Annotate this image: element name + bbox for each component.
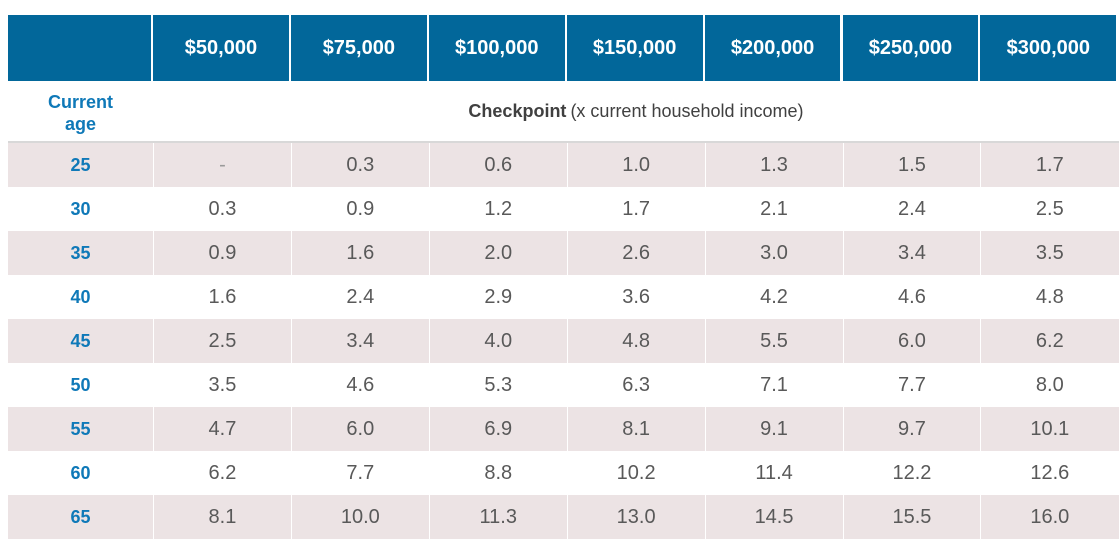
subheader-row: Current age Checkpoint (x current househ… bbox=[8, 81, 1119, 143]
table-row: 60 6.2 7.7 8.8 10.2 11.4 12.2 12.6 bbox=[8, 451, 1119, 495]
age-cell: 45 bbox=[70, 330, 91, 351]
value-cell: 0.3 bbox=[153, 187, 291, 231]
value-cell: 6.3 bbox=[566, 363, 705, 407]
age-cell: 30 bbox=[70, 198, 91, 219]
value-cell: 3.4 bbox=[842, 231, 981, 275]
age-cell: 50 bbox=[70, 374, 91, 395]
table-row: 40 1.6 2.4 2.9 3.6 4.2 4.6 4.8 bbox=[8, 275, 1119, 319]
value-cell: 7.1 bbox=[704, 363, 843, 407]
value-cell: 8.0 bbox=[980, 363, 1118, 407]
value-cell: 2.5 bbox=[153, 319, 291, 363]
value-cell: 12.6 bbox=[980, 451, 1118, 495]
value-cell: 1.6 bbox=[290, 231, 429, 275]
checkpoint-caption-rest: (x current household income) bbox=[570, 100, 804, 121]
table-row: 30 0.3 0.9 1.2 1.7 2.1 2.4 2.5 bbox=[8, 187, 1119, 231]
value-cell: 6.0 bbox=[290, 407, 429, 451]
income-header-cell: $75,000 bbox=[290, 15, 427, 81]
checkpoint-caption: Checkpoint (x current household income) bbox=[153, 81, 1119, 141]
age-cell: 35 bbox=[70, 242, 91, 263]
value-cell: 4.8 bbox=[980, 275, 1118, 319]
value-cell: 2.1 bbox=[704, 187, 843, 231]
value-cell: 6.2 bbox=[980, 319, 1118, 363]
value-cell: 5.3 bbox=[428, 363, 567, 407]
value-cell: 0.3 bbox=[290, 143, 429, 187]
value-cell: 6.0 bbox=[842, 319, 981, 363]
value-cell: 1.2 bbox=[428, 187, 567, 231]
value-cell: 10.0 bbox=[290, 495, 429, 539]
table-row: 65 8.1 10.0 11.3 13.0 14.5 15.5 16.0 bbox=[8, 495, 1119, 539]
value-cell: 5.5 bbox=[704, 319, 843, 363]
value-cell: 4.2 bbox=[704, 275, 843, 319]
value-cell: 0.9 bbox=[153, 231, 291, 275]
value-cell: 4.6 bbox=[290, 363, 429, 407]
value-cell: 1.6 bbox=[153, 275, 291, 319]
value-cell: 2.6 bbox=[566, 231, 705, 275]
value-cell: 2.9 bbox=[428, 275, 567, 319]
value-cell: 8.1 bbox=[153, 495, 291, 539]
income-header-cell: $300,000 bbox=[980, 15, 1117, 81]
value-cell: 3.6 bbox=[566, 275, 705, 319]
table-row: 50 3.5 4.6 5.3 6.3 7.1 7.7 8.0 bbox=[8, 363, 1119, 407]
value-cell: 3.0 bbox=[704, 231, 843, 275]
value-cell: 15.5 bbox=[842, 495, 981, 539]
value-cell: 6.2 bbox=[153, 451, 291, 495]
value-cell: 16.0 bbox=[980, 495, 1118, 539]
value-cell: 10.1 bbox=[980, 407, 1118, 451]
value-cell: 7.7 bbox=[842, 363, 981, 407]
value-cell: 13.0 bbox=[566, 495, 705, 539]
value-cell: 4.0 bbox=[428, 319, 567, 363]
value-cell: 0.9 bbox=[290, 187, 429, 231]
value-cell: 0.6 bbox=[428, 143, 567, 187]
current-age-label: Current age bbox=[8, 91, 153, 135]
value-cell: 11.4 bbox=[704, 451, 843, 495]
income-header-cell: $50,000 bbox=[153, 15, 289, 81]
age-cell: 65 bbox=[70, 506, 91, 527]
header-corner-cell bbox=[8, 15, 151, 81]
income-header-cell: $150,000 bbox=[566, 15, 703, 81]
value-cell: 7.7 bbox=[290, 451, 429, 495]
value-cell: 6.9 bbox=[428, 407, 567, 451]
value-cell: 4.6 bbox=[842, 275, 981, 319]
value-cell: 2.0 bbox=[428, 231, 567, 275]
value-cell: 9.7 bbox=[842, 407, 981, 451]
value-cell: 2.4 bbox=[842, 187, 981, 231]
value-cell: 1.7 bbox=[980, 143, 1118, 187]
table-row: 45 2.5 3.4 4.0 4.8 5.5 6.0 6.2 bbox=[8, 319, 1119, 363]
income-header-cell: $100,000 bbox=[428, 15, 565, 81]
value-cell: 10.2 bbox=[566, 451, 705, 495]
checkpoint-caption-bold: Checkpoint bbox=[468, 100, 567, 121]
table-row: 25 -0.3 0.6 1.0 1.3 1.5 1.7 bbox=[8, 143, 1119, 187]
value-cell: 1.5 bbox=[842, 143, 981, 187]
value-cell: 3.5 bbox=[153, 363, 291, 407]
value-cell: 8.8 bbox=[428, 451, 567, 495]
value-cell: - bbox=[153, 143, 291, 187]
value-cell: 2.4 bbox=[290, 275, 429, 319]
value-cell: 3.5 bbox=[980, 231, 1118, 275]
value-cell: 2.5 bbox=[980, 187, 1118, 231]
value-cell: 1.7 bbox=[566, 187, 705, 231]
value-cell: 9.1 bbox=[704, 407, 843, 451]
value-cell: 14.5 bbox=[704, 495, 843, 539]
value-cell: 11.3 bbox=[428, 495, 567, 539]
table-row: 35 0.9 1.6 2.0 2.6 3.0 3.4 3.5 bbox=[8, 231, 1119, 275]
income-header-cell: $200,000 bbox=[704, 15, 841, 81]
age-cell: 55 bbox=[70, 418, 91, 439]
income-header-row: $50,000 $75,000 $100,000 $150,000 $200,000 $2… bbox=[8, 15, 1119, 81]
age-cell: 40 bbox=[70, 286, 91, 307]
value-cell: 4.8 bbox=[566, 319, 705, 363]
value-cell: 1.3 bbox=[704, 143, 843, 187]
current-age-label-line1: Current bbox=[47, 92, 113, 112]
value-cell: 3.4 bbox=[290, 319, 429, 363]
age-cell: 60 bbox=[70, 462, 91, 483]
table-row: 55 4.7 6.0 6.9 8.1 9.1 9.7 10.1 bbox=[8, 407, 1119, 451]
value-cell: 1.0 bbox=[566, 143, 705, 187]
value-cell: 12.2 bbox=[842, 451, 981, 495]
current-age-label-line2: age bbox=[64, 114, 97, 134]
income-header-cell: $250,000 bbox=[842, 15, 979, 81]
value-cell: 8.1 bbox=[566, 407, 705, 451]
age-cell: 25 bbox=[70, 154, 91, 175]
value-cell: 4.7 bbox=[153, 407, 291, 451]
